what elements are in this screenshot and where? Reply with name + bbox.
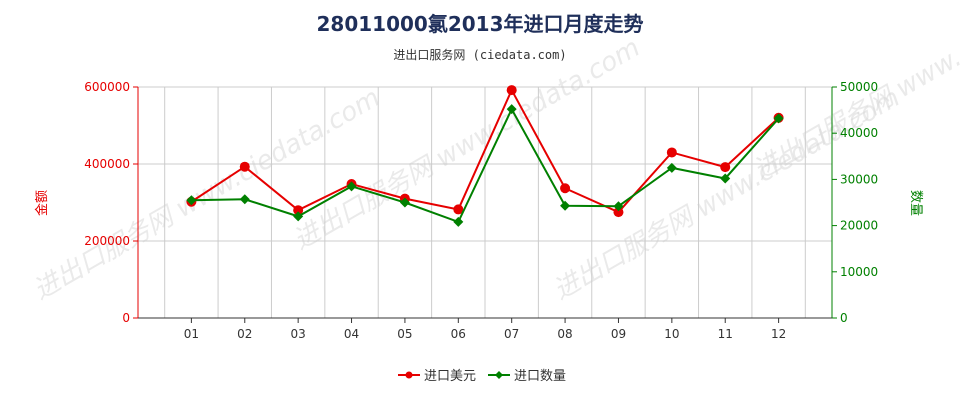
axes-layer: 0 200000 400000 600000 0 10000 20000 30000 40000… [34, 80, 923, 341]
data-point [346, 181, 357, 192]
data-point [506, 85, 517, 96]
series-layer [186, 85, 784, 227]
data-point [506, 104, 517, 115]
left-tick-label: 400000 [84, 157, 130, 171]
legend-label: 进口数量 [514, 369, 566, 384]
right-tick-label: 10000 [840, 265, 878, 279]
legend-swatch-marker [495, 371, 503, 379]
data-point [613, 207, 624, 218]
left-tick-label: 600000 [84, 80, 130, 94]
right-tick-label: 50000 [840, 80, 878, 94]
x-tick-label: 11 [718, 327, 733, 341]
legend-label: 进口美元 [424, 369, 476, 384]
x-tick-label: 03 [291, 327, 306, 341]
x-tick-label: 10 [664, 327, 679, 341]
data-point [399, 197, 410, 208]
data-point [293, 211, 304, 222]
left-axis-title: 金额 [34, 190, 50, 216]
x-tick-label: 05 [397, 327, 412, 341]
x-tick-label: 08 [557, 327, 572, 341]
right-axis-title: 数量 [908, 190, 923, 216]
data-point [720, 162, 731, 173]
right-tick-label: 20000 [840, 219, 878, 233]
data-point [186, 195, 197, 206]
right-tick-label: 40000 [840, 126, 878, 140]
chart-subtitle: 进出口服务网 (ciedata.com) [393, 48, 567, 62]
data-point [666, 162, 677, 173]
data-point [239, 194, 250, 205]
x-tick-label: 02 [237, 327, 252, 341]
watermark-layer: 进出口服务网 www.ciedata.com 进出口服务网 www.ciedat… [29, 0, 960, 306]
legend: 进口美元 进口数量 [398, 369, 566, 384]
x-tick-label: 12 [771, 327, 786, 341]
data-point [453, 204, 464, 215]
data-point [453, 216, 464, 227]
series-line [190, 87, 780, 214]
legend-swatch-marker [405, 371, 413, 379]
chart-title: 28011000氯2013年进口月度走势 [316, 12, 644, 36]
data-point [239, 161, 250, 172]
data-point [666, 147, 677, 158]
right-tick-label: 30000 [840, 172, 878, 186]
left-tick-label: 200000 [84, 234, 130, 248]
x-tick-label: 06 [451, 327, 466, 341]
x-tick-label: 09 [611, 327, 626, 341]
data-point [613, 201, 624, 212]
series-line [191, 106, 780, 224]
x-tick-label: 04 [344, 327, 359, 341]
data-point [773, 113, 784, 124]
x-tick-label: 07 [504, 327, 519, 341]
data-point [720, 173, 731, 184]
right-tick-label: 0 [840, 311, 848, 325]
data-point [293, 205, 304, 216]
data-point [560, 183, 571, 194]
left-tick-label: 0 [122, 311, 130, 325]
x-tick-label: 01 [184, 327, 199, 341]
data-point [560, 200, 571, 211]
